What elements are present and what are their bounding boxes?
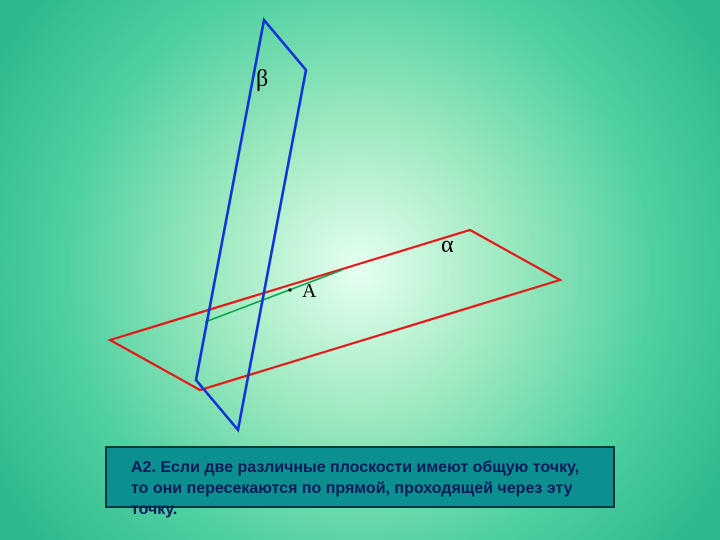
label-alpha: α [441,232,454,259]
label-point-a: A [302,280,316,303]
axiom-caption: А2. Если две различные плоскости имеют о… [105,446,615,508]
point-a [288,288,291,291]
label-beta: β [256,66,268,93]
